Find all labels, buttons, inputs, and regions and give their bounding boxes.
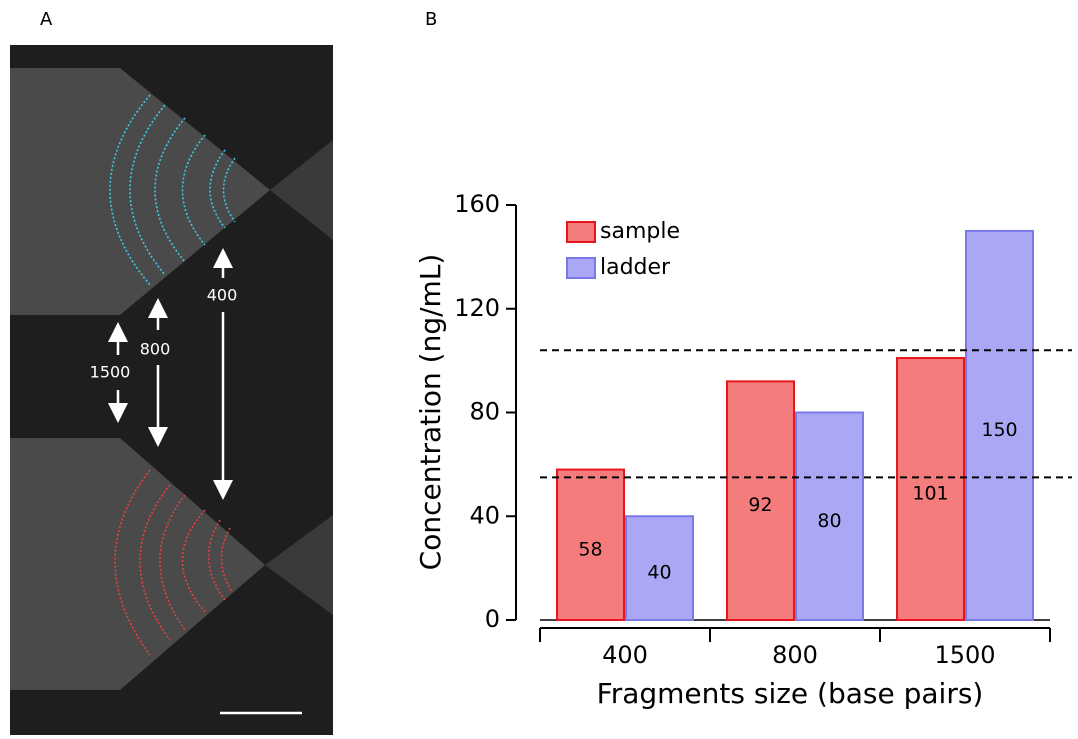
value-label: 150 (981, 419, 1017, 441)
bar (625, 515, 694, 621)
micrograph: 400 800 1500 (10, 45, 333, 735)
legend-swatch (566, 257, 596, 279)
image-label: 800 (140, 340, 171, 359)
legend-label: sample (600, 219, 680, 244)
legend-swatch (566, 221, 596, 243)
y-tick-label: 0 (485, 605, 500, 633)
y-tick-label: 40 (469, 501, 500, 529)
x-axis-title: Fragments size (base pairs) (597, 677, 984, 710)
panel-label: A (40, 9, 53, 30)
y-tick-label: 160 (454, 190, 500, 218)
bar-chart: 0 40 80 120 160 Concentration (ng/mL) Fragment… (414, 190, 1072, 710)
image-label: 400 (207, 286, 238, 305)
bar (556, 468, 625, 621)
value-label: 40 (647, 562, 671, 584)
value-label: 101 (912, 483, 948, 505)
value-label: 92 (748, 494, 772, 516)
bar (896, 357, 965, 621)
x-tick-label: 800 (772, 641, 818, 669)
y-tick-label: 120 (454, 294, 500, 322)
legend-label: ladder (600, 255, 671, 280)
y-axis-title: Concentration (ng/mL) (414, 254, 447, 571)
value-label: 58 (578, 538, 602, 560)
y-tick-label: 80 (469, 398, 500, 426)
bar (726, 380, 795, 621)
bar (795, 411, 864, 621)
image-label: 1500 (90, 363, 131, 382)
x-tick-label: 400 (602, 641, 648, 669)
bar (965, 229, 1034, 621)
x-tick-label: 1500 (934, 641, 995, 669)
value-label: 80 (817, 510, 841, 532)
panel-label: B (425, 9, 437, 30)
